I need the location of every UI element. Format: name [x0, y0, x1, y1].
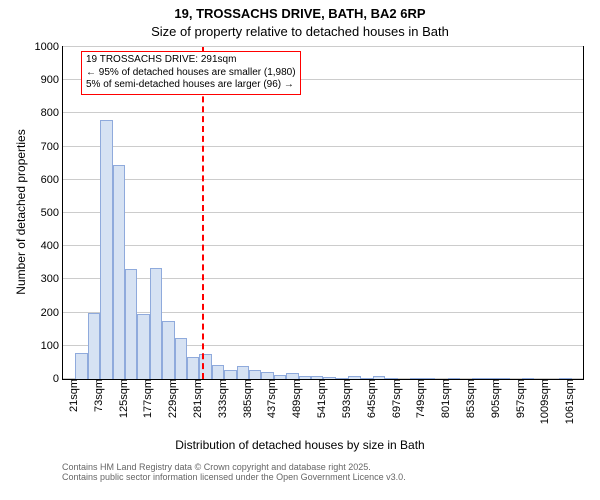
y-tick-label: 700: [41, 141, 63, 153]
histogram-bar: [187, 357, 199, 379]
histogram-bar: [224, 370, 236, 379]
histogram-bar: [237, 366, 249, 379]
y-tick-label: 800: [41, 107, 63, 119]
histogram-bar: [88, 313, 100, 379]
x-tick-label: 749sqm: [413, 379, 427, 418]
histogram-bar: [249, 370, 261, 379]
gridline: [63, 46, 583, 47]
x-tick-label: 853sqm: [463, 379, 477, 418]
y-tick-label: 0: [53, 373, 63, 385]
y-tick-label: 900: [41, 74, 63, 86]
x-tick-label: 385sqm: [240, 379, 254, 418]
x-tick-label: 73sqm: [91, 379, 105, 412]
footer-line-2: Contains public sector information licen…: [62, 472, 406, 482]
x-tick-label: 957sqm: [513, 379, 527, 418]
annotation-line-3: 5% of semi-detached houses are larger (9…: [86, 79, 296, 92]
x-tick-label: 697sqm: [389, 379, 403, 418]
x-tick-label: 281sqm: [190, 379, 204, 418]
x-tick-label: 645sqm: [364, 379, 378, 418]
histogram-bar: [175, 338, 187, 380]
x-tick-label: 125sqm: [116, 379, 130, 418]
histogram-bar: [137, 314, 149, 379]
footer-line-1: Contains HM Land Registry data © Crown c…: [62, 462, 406, 472]
histogram-bar: [162, 321, 174, 379]
histogram-bar: [212, 365, 224, 379]
x-tick-label: 437sqm: [264, 379, 278, 418]
x-tick-label: 1061sqm: [562, 379, 576, 424]
y-tick-label: 400: [41, 240, 63, 252]
x-tick-label: 593sqm: [339, 379, 353, 418]
y-tick-label: 100: [41, 340, 63, 352]
histogram-bar: [261, 372, 273, 379]
gridline: [63, 278, 583, 279]
y-tick-label: 200: [41, 307, 63, 319]
gridline: [63, 245, 583, 246]
gridline: [63, 112, 583, 113]
x-axis-label: Distribution of detached houses by size …: [0, 438, 600, 452]
gridline: [63, 179, 583, 180]
annotation-line-1: 19 TROSSACHS DRIVE: 291sqm: [86, 54, 296, 67]
gridline: [63, 312, 583, 313]
y-tick-label: 500: [41, 207, 63, 219]
histogram-bar: [113, 165, 125, 379]
y-tick-label: 1000: [35, 41, 63, 53]
x-tick-label: 541sqm: [314, 379, 328, 418]
y-tick-label: 600: [41, 174, 63, 186]
annotation-line-2: ← 95% of detached houses are smaller (1,…: [86, 67, 296, 80]
gridline: [63, 146, 583, 147]
marker-line: [202, 47, 204, 379]
x-tick-label: 177sqm: [140, 379, 154, 418]
histogram-bar: [75, 353, 87, 379]
footer-text: Contains HM Land Registry data © Crown c…: [62, 462, 406, 482]
chart-container: 19, TROSSACHS DRIVE, BATH, BA2 6RP Size …: [0, 0, 600, 500]
annotation-box: 19 TROSSACHS DRIVE: 291sqm← 95% of detac…: [81, 51, 301, 95]
histogram-bar: [150, 268, 162, 379]
x-tick-label: 333sqm: [215, 379, 229, 418]
gridline: [63, 212, 583, 213]
x-tick-label: 21sqm: [66, 379, 80, 412]
y-tick-label: 300: [41, 273, 63, 285]
histogram-bar: [100, 120, 112, 379]
histogram-bar: [125, 269, 137, 379]
plot-area: 0100200300400500600700800900100021sqm73s…: [62, 46, 584, 380]
x-tick-label: 229sqm: [165, 379, 179, 418]
y-axis-label: Number of detached properties: [14, 129, 28, 294]
chart-title-1: 19, TROSSACHS DRIVE, BATH, BA2 6RP: [0, 6, 600, 21]
x-tick-label: 489sqm: [289, 379, 303, 418]
x-tick-label: 905sqm: [488, 379, 502, 418]
x-tick-label: 1009sqm: [537, 379, 551, 424]
x-tick-label: 801sqm: [438, 379, 452, 418]
chart-title-2: Size of property relative to detached ho…: [0, 24, 600, 39]
